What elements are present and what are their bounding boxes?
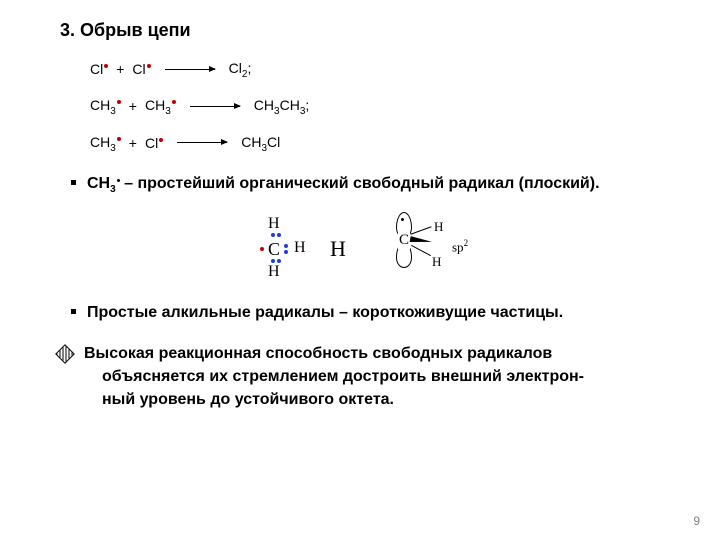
eq3-lhs-b: Cl bbox=[145, 128, 163, 159]
sp2-label: sp2 bbox=[452, 238, 468, 255]
arrow-icon bbox=[177, 142, 227, 143]
page-number: 9 bbox=[693, 514, 700, 528]
eq2-rhs: CH3CH3; bbox=[254, 90, 309, 123]
plus-icon: + bbox=[129, 91, 137, 122]
bullet-square-icon bbox=[70, 179, 77, 186]
orbital-carbon: C bbox=[398, 232, 410, 249]
bullet-square-icon bbox=[70, 308, 77, 315]
slide: 3. Обрыв цепи Cl + Cl Cl2; CH3 + CH3 CH3… bbox=[0, 0, 720, 540]
equations-block: Cl + Cl Cl2; CH3 + CH3 CH3CH3; CH3 + Cl … bbox=[90, 53, 680, 159]
eq3-lhs-a: CH3 bbox=[90, 127, 121, 160]
plus-icon: + bbox=[129, 128, 137, 159]
orbital-h: H bbox=[434, 219, 443, 235]
lewis-structure: С H H H bbox=[240, 213, 310, 283]
plus-icon: + bbox=[116, 54, 124, 85]
lewis-h-bot: H bbox=[268, 263, 280, 281]
eq2-lhs-a: CH3 bbox=[90, 90, 121, 123]
radical-dot-icon bbox=[159, 138, 163, 142]
radical-dot-icon bbox=[147, 64, 151, 68]
bond-line-icon bbox=[410, 226, 431, 234]
equation-row-2: CH3 + CH3 CH3CH3; bbox=[90, 90, 680, 123]
arrow-icon bbox=[190, 106, 240, 107]
electron-dot-icon bbox=[277, 233, 281, 237]
orbital-h: H bbox=[432, 254, 441, 270]
bullet-2: Простые алкильные радикалы – короткоживу… bbox=[70, 302, 680, 324]
electron-dot-icon bbox=[271, 233, 275, 237]
bond-wedge-icon bbox=[410, 236, 433, 246]
section-heading: 3. Обрыв цепи bbox=[60, 20, 680, 41]
electron-dot-icon bbox=[271, 259, 275, 263]
radical-dot-icon bbox=[172, 100, 176, 104]
lewis-carbon: С bbox=[268, 239, 280, 260]
lewis-h-right: H bbox=[294, 239, 306, 257]
radical-dot-icon bbox=[104, 64, 108, 68]
final-bullet: Высокая реакционная способность свободны… bbox=[58, 342, 680, 412]
bullet-2-text: Простые алкильные радикалы – короткоживу… bbox=[87, 302, 563, 324]
orbital-diagram: H C H H sp2 bbox=[360, 208, 480, 288]
eq1-lhs-a: Cl bbox=[90, 54, 108, 85]
bond-line-icon bbox=[411, 244, 431, 255]
equation-row-3: CH3 + Cl CH3Cl bbox=[90, 127, 680, 160]
electron-dot-icon bbox=[277, 259, 281, 263]
bullet-1-text: CH3 – простейший органический свободный … bbox=[87, 173, 600, 197]
orbital-big-h: H bbox=[330, 236, 346, 262]
bullet-diamond-icon bbox=[55, 344, 75, 364]
electron-dot-icon bbox=[401, 218, 404, 221]
bullet-1: CH3 – простейший органический свободный … bbox=[70, 173, 680, 197]
electron-dot-icon bbox=[284, 244, 288, 248]
eq1-rhs: Cl2; bbox=[229, 53, 252, 86]
final-text: Высокая реакционная способность свободны… bbox=[84, 342, 584, 412]
diagram-row: С H H H H C H H sp2 bbox=[40, 208, 680, 288]
equation-row-1: Cl + Cl Cl2; bbox=[90, 53, 680, 86]
electron-dot-icon bbox=[284, 250, 288, 254]
arrow-icon bbox=[165, 69, 215, 70]
radical-dot-icon bbox=[117, 137, 121, 141]
lewis-h-top: H bbox=[268, 215, 280, 233]
electron-dot-icon bbox=[260, 247, 264, 251]
radical-dot-icon bbox=[117, 100, 121, 104]
eq3-rhs: CH3Cl bbox=[241, 127, 280, 160]
eq2-lhs-b: CH3 bbox=[145, 90, 176, 123]
eq1-lhs-b: Cl bbox=[132, 54, 150, 85]
